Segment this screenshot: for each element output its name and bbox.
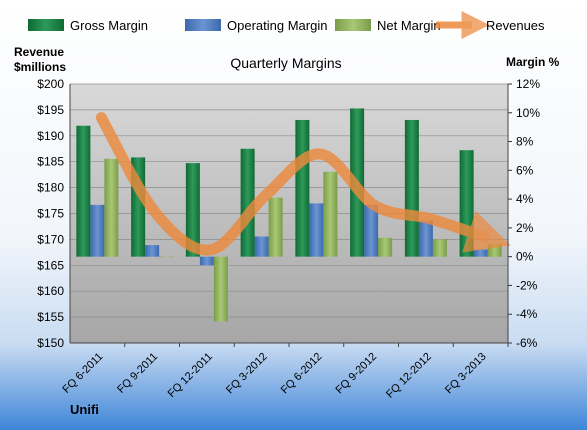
gross-margin-bar <box>295 119 310 257</box>
category-label: FQ 12-2011 <box>166 351 215 400</box>
right-axis-label: Margin % <box>506 55 560 69</box>
left-tick-label: $190 <box>37 129 64 143</box>
revenue-line <box>95 112 511 256</box>
left-tick-label: $160 <box>37 284 64 298</box>
gross-margin-bar <box>240 148 255 257</box>
operating-margin-bar <box>418 220 433 257</box>
category-label: FQ 9-2011 <box>115 351 160 396</box>
right-tick-label: 6% <box>516 163 534 177</box>
net-margin-bar <box>432 239 447 257</box>
net-margin-bar <box>159 256 174 258</box>
net-margin-bar <box>323 171 338 257</box>
net-margin-bar <box>104 158 119 257</box>
category-label: FQ 6-2012 <box>279 351 325 397</box>
right-tick-label: -4% <box>516 307 538 321</box>
left-tick-label: $150 <box>37 336 64 350</box>
legend: Gross Margin Operating Margin Net Margin Re… <box>28 11 545 39</box>
right-tick-label: 2% <box>516 221 534 235</box>
gross-margin-bar <box>185 163 200 257</box>
legend-revenues-label: Revenues <box>486 18 545 33</box>
gross-margin-bar <box>76 125 91 257</box>
net-margin-bar <box>268 197 283 257</box>
left-tick-label: $165 <box>37 258 64 272</box>
right-tick-label: 12% <box>516 77 540 91</box>
category-label: FQ 3-2013 <box>443 351 489 397</box>
right-tick-label: -2% <box>516 278 538 292</box>
brand-label: Unifi <box>70 402 99 417</box>
gross-margin-bar <box>459 150 474 257</box>
left-axis-label-line2: $millions <box>14 60 66 74</box>
net-margin-bar <box>378 237 393 257</box>
revenue-series-line <box>95 112 511 256</box>
chart-title: Quarterly Margins <box>230 55 341 71</box>
left-tick-label: $200 <box>37 77 64 91</box>
right-tick-label: -6% <box>516 336 538 350</box>
category-label: FQ 3-2012 <box>224 351 270 397</box>
operating-margin-bar <box>199 256 214 266</box>
left-tick-label: $185 <box>37 155 64 169</box>
legend-gross-margin-label: Gross Margin <box>70 18 148 33</box>
legend-net-margin-label: Net Margin <box>377 18 441 33</box>
right-tick-label: 8% <box>516 135 534 149</box>
left-tick-label: $170 <box>37 232 64 246</box>
right-tick-label: 4% <box>516 192 534 206</box>
net-margin-bar <box>487 243 502 257</box>
operating-margin-bar <box>473 249 488 257</box>
left-tick-label: $175 <box>37 207 64 221</box>
category-label: FQ 12-2012 <box>384 351 434 401</box>
net-margin-bar <box>213 256 228 322</box>
category-label: FQ 9-2012 <box>334 351 380 397</box>
legend-operating-margin-label: Operating Margin <box>227 18 327 33</box>
operating-margin-bar <box>364 204 379 257</box>
legend-gross-margin-swatch <box>28 19 64 31</box>
left-tick-label: $155 <box>37 310 64 324</box>
legend-operating-margin-swatch <box>185 19 221 31</box>
bars <box>76 108 502 322</box>
left-tick-label: $180 <box>37 181 64 195</box>
left-tick-label: $195 <box>37 103 64 117</box>
operating-margin-bar <box>309 203 324 257</box>
operating-margin-bar <box>145 245 160 257</box>
operating-margin-bar <box>254 236 269 257</box>
operating-margin-bar <box>90 204 105 257</box>
category-label: FQ 6-2011 <box>60 351 105 396</box>
gross-margin-bar <box>404 119 419 257</box>
left-axis-label-line1: Revenue <box>14 45 64 59</box>
right-tick-label: 10% <box>516 106 540 120</box>
legend-net-margin-swatch <box>335 19 371 31</box>
right-tick-label: 0% <box>516 250 534 264</box>
